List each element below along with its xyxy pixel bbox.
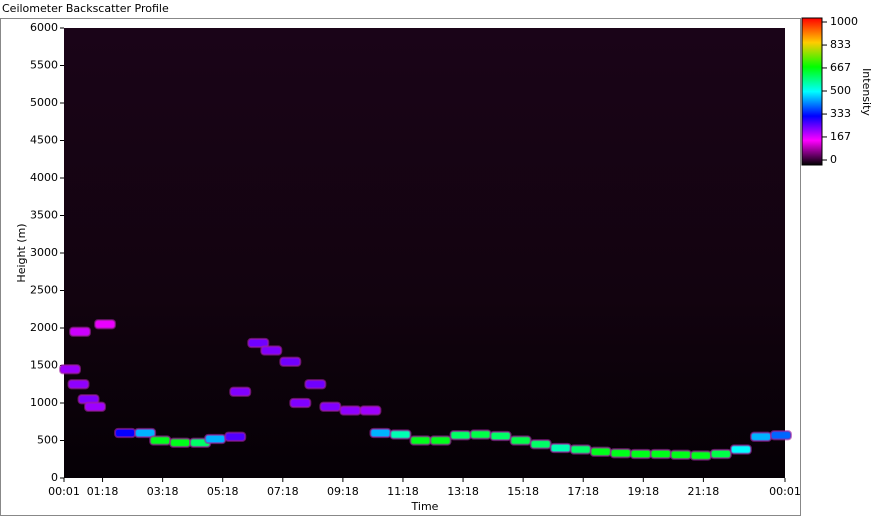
backscatter-cell (134, 427, 157, 439)
backscatter-cell (58, 364, 82, 375)
backscatter-cell (489, 430, 512, 442)
x-tick-label: 13:18 (447, 485, 479, 498)
backscatter-cell (224, 431, 247, 442)
backscatter-cell (359, 405, 382, 416)
backscatter-cell (609, 448, 632, 459)
backscatter-cell (589, 446, 612, 457)
plot-area (64, 28, 785, 478)
backscatter-cell (339, 405, 362, 416)
backscatter-cell (169, 437, 192, 448)
y-tick-label: 5000 (30, 96, 58, 109)
x-tick-label: 00:01 (769, 485, 801, 498)
colorbar-tick-label: 833 (830, 38, 851, 51)
backscatter-cell (279, 356, 302, 367)
backscatter-cell (389, 429, 412, 440)
x-tick-label: 03:18 (147, 485, 179, 498)
y-tick-label: 500 (37, 434, 58, 447)
backscatter-cell (709, 448, 732, 460)
backscatter-cell (114, 427, 137, 439)
backscatter-cell (669, 449, 692, 460)
backscatter-cell (509, 435, 532, 446)
x-tick-label: 00:01 (48, 485, 80, 498)
y-tick-label: 3500 (30, 209, 58, 222)
backscatter-cell (449, 430, 472, 441)
backscatter-cell (369, 427, 392, 439)
colorbar-label: Intensity (860, 68, 873, 116)
chart-title: Ceilometer Backscatter Profile (2, 2, 169, 15)
backscatter-cell (67, 379, 90, 390)
x-tick-label: 07:18 (267, 485, 299, 498)
y-tick-label: 0 (51, 471, 58, 484)
y-tick-label: 2500 (30, 284, 58, 297)
backscatter-cell (289, 397, 312, 409)
y-tick-label: 4500 (30, 134, 58, 147)
y-tick-label: 6000 (30, 21, 58, 34)
backscatter-cell (689, 450, 712, 461)
y-tick-label: 4000 (30, 171, 58, 184)
backscatter-cell (149, 435, 172, 446)
backscatter-cell (247, 337, 270, 349)
y-tick-label: 1000 (30, 396, 58, 409)
x-tick-label: 01:18 (87, 485, 119, 498)
colorbar-tick-label: 500 (830, 84, 851, 97)
colorbar-tick-label: 1000 (830, 15, 858, 28)
y-tick-label: 1500 (30, 359, 58, 372)
x-axis-label: Time (411, 500, 439, 513)
backscatter-cell (629, 448, 652, 460)
colorbar-tick-label: 0 (830, 153, 837, 166)
colorbar (801, 17, 823, 166)
backscatter-cell (769, 430, 793, 441)
backscatter-cell (429, 435, 452, 446)
x-tick-label: 21:18 (688, 485, 720, 498)
x-tick-label: 15:18 (507, 485, 539, 498)
y-axis-label: Height (m) (15, 223, 28, 282)
backscatter-cell (549, 442, 572, 454)
colorbar-tick-label: 333 (830, 107, 851, 120)
backscatter-cell (69, 326, 92, 337)
x-tick-label: 05:18 (207, 485, 239, 498)
backscatter-cell (409, 435, 432, 446)
backscatter-cell (649, 448, 672, 460)
x-tick-label: 17:18 (567, 485, 599, 498)
backscatter-cell (569, 444, 592, 455)
backscatter-cell (94, 319, 117, 330)
backscatter-cell (529, 439, 552, 450)
x-tick-label: 19:18 (627, 485, 659, 498)
backscatter-cell (319, 401, 342, 412)
backscatter-cell (304, 379, 327, 390)
colorbar-tick-label: 667 (830, 61, 851, 74)
backscatter-cell (260, 345, 283, 356)
backscatter-cell (469, 429, 492, 440)
backscatter-cell (229, 386, 252, 397)
x-tick-label: 11:18 (387, 485, 419, 498)
y-tick-label: 3000 (30, 246, 58, 259)
y-tick-label: 5500 (30, 59, 58, 72)
backscatter-cell (749, 431, 772, 442)
colorbar-tick-label: 167 (830, 130, 851, 143)
x-tick-label: 09:18 (327, 485, 359, 498)
backscatter-cell (84, 401, 107, 412)
backscatter-cell (729, 444, 752, 455)
y-tick-label: 2000 (30, 321, 58, 334)
backscatter-cell (204, 433, 227, 445)
